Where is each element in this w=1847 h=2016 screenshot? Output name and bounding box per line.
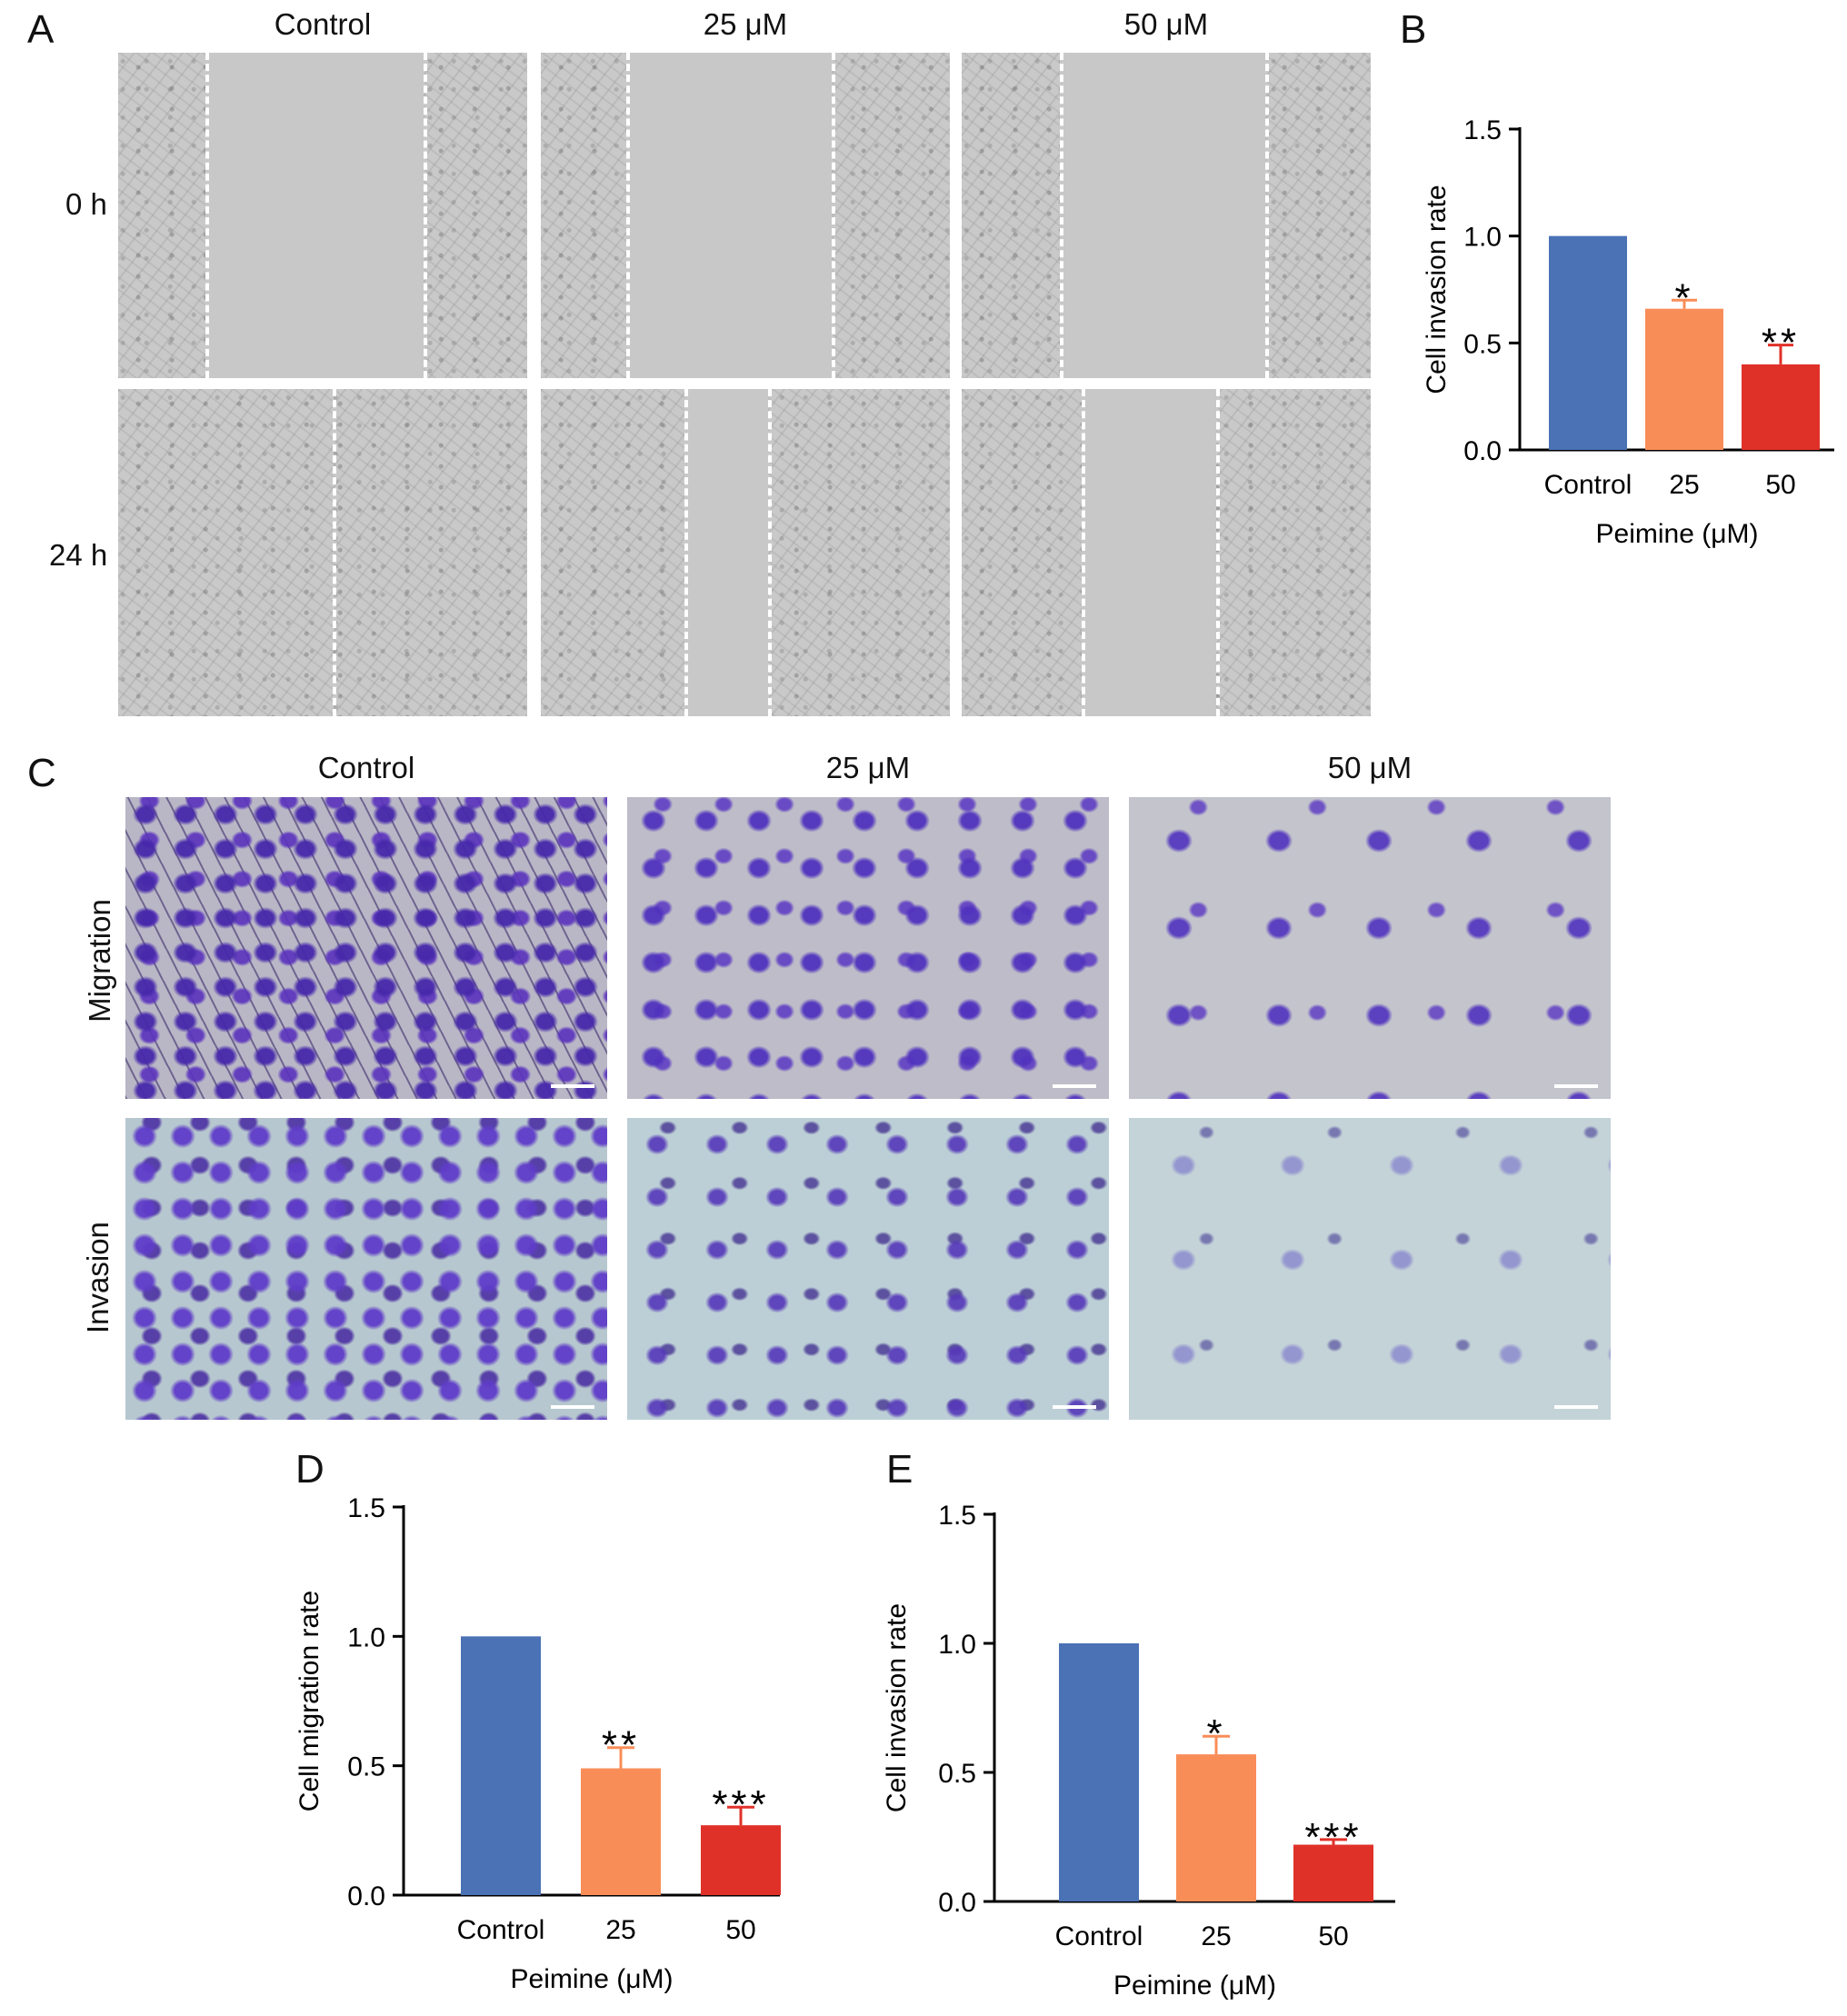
panel-c-header-25: 25 μM <box>825 751 911 784</box>
chart-d-xtick-label-1: 25 <box>605 1915 635 1945</box>
chart-d-significance-2: *** <box>712 1782 769 1827</box>
panel-label-a: A <box>27 7 55 52</box>
panel-label-d: D <box>295 1447 324 1492</box>
chart-e-bar-0 <box>1059 1643 1139 1901</box>
chart-d-bar-0 <box>461 1636 541 1895</box>
chart-d-bar-1 <box>581 1768 661 1895</box>
chart-d-ytick-label: 1.0 <box>347 1622 385 1652</box>
panel-a-row-24h: 24 h <box>49 538 108 572</box>
chart-d-xtick-label-0: Control <box>457 1915 545 1945</box>
panel-label-e: E <box>886 1447 914 1492</box>
chart-b-ytick-label: 0.0 <box>1463 436 1502 466</box>
panel-a-header-control: Control <box>274 7 372 41</box>
panel-label-b: B <box>1400 7 1427 52</box>
chart-b-significance-2: ** <box>1762 321 1800 365</box>
transwell-migration-25 <box>627 797 1109 1099</box>
chart-e-ytick-label: 0.0 <box>938 1888 976 1918</box>
chart-e-xtick-label-2: 50 <box>1318 1921 1348 1951</box>
chart-b-ytick-label: 1.5 <box>1463 115 1502 145</box>
panel-c-row-invasion: Invasion <box>81 1222 115 1333</box>
chart-d-xtick-label-2: 50 <box>725 1915 755 1945</box>
chart-b-ytick-label: 1.0 <box>1463 223 1502 253</box>
chart-b-xtick-label-0: Control <box>1544 470 1632 500</box>
wound-image-control-0h <box>118 53 527 378</box>
chart-e-bar-1 <box>1176 1754 1256 1901</box>
chart-b-significance-1: * <box>1674 275 1693 320</box>
chart-b-bar-1 <box>1645 308 1723 450</box>
panel-c-header-control: Control <box>317 751 415 784</box>
chart-e-xtick-label-0: Control <box>1055 1921 1143 1951</box>
panel-c-row-migration: Migration <box>83 899 116 1023</box>
chart-b-bar-2 <box>1742 364 1820 450</box>
chart-e-bar-2 <box>1293 1844 1373 1901</box>
wound-image-25-0h <box>541 53 950 378</box>
chart-e-ytick-label: 1.0 <box>938 1630 976 1660</box>
chart-b-xtick-label-2: 50 <box>1765 470 1795 500</box>
chart-e-ylabel: Cell invasion rate <box>882 1603 912 1812</box>
transwell-invasion-50 <box>1129 1118 1611 1420</box>
panel-label-c: C <box>27 751 56 795</box>
chart-e-ytick-label: 0.5 <box>938 1759 976 1789</box>
transwell-migration-50 <box>1129 797 1611 1099</box>
panel-a-header-25: 25 μM <box>703 7 788 41</box>
chart-b-bar-0 <box>1549 235 1627 450</box>
chart-d-significance-1: ** <box>602 1723 640 1768</box>
chart-e-ytick-label: 1.5 <box>938 1501 976 1531</box>
wound-image-control-24h <box>118 389 527 716</box>
chart-b-xlabel: Peimine (μM) <box>1596 519 1759 549</box>
wound-image-25-24h <box>541 389 950 716</box>
panel-a-row-0h: 0 h <box>65 187 107 221</box>
wound-image-50-24h <box>962 389 1371 716</box>
chart-b-ylabel: Cell invasion rate <box>1422 185 1452 394</box>
panel-a-header-50: 50 μM <box>1123 7 1209 41</box>
chart-e: 0.0 0.5 1.0 1.5 Control * 25 *** 50 Peimine (μM) C… <box>882 1501 1395 2001</box>
chart-d-ytick-label: 1.5 <box>347 1493 385 1523</box>
panel-c-header-50: 50 μM <box>1327 751 1413 784</box>
transwell-invasion-25 <box>627 1118 1109 1420</box>
chart-d: 0.0 0.5 1.0 1.5 Control ** 25 *** 50 Peimine (μM)… <box>295 1493 781 1994</box>
chart-d-bar-2 <box>701 1825 781 1895</box>
chart-e-xtick-label-1: 25 <box>1201 1921 1231 1951</box>
chart-e-xlabel: Peimine (μM) <box>1113 1971 1276 2001</box>
chart-d-ytick-label: 0.5 <box>347 1752 385 1782</box>
chart-d-ylabel: Cell migration rate <box>295 1591 324 1811</box>
transwell-invasion-control <box>125 1118 607 1420</box>
chart-b-xtick-label-1: 25 <box>1669 470 1699 500</box>
transwell-migration-control <box>125 797 607 1099</box>
wound-image-50-0h <box>962 53 1371 378</box>
chart-d-xlabel: Peimine (μM) <box>511 1964 674 1994</box>
chart-b-ytick-label: 0.5 <box>1463 329 1502 359</box>
chart-d-ytick-label: 0.0 <box>347 1881 385 1911</box>
chart-e-significance-1: * <box>1206 1712 1225 1756</box>
chart-e-significance-2: *** <box>1304 1815 1362 1860</box>
